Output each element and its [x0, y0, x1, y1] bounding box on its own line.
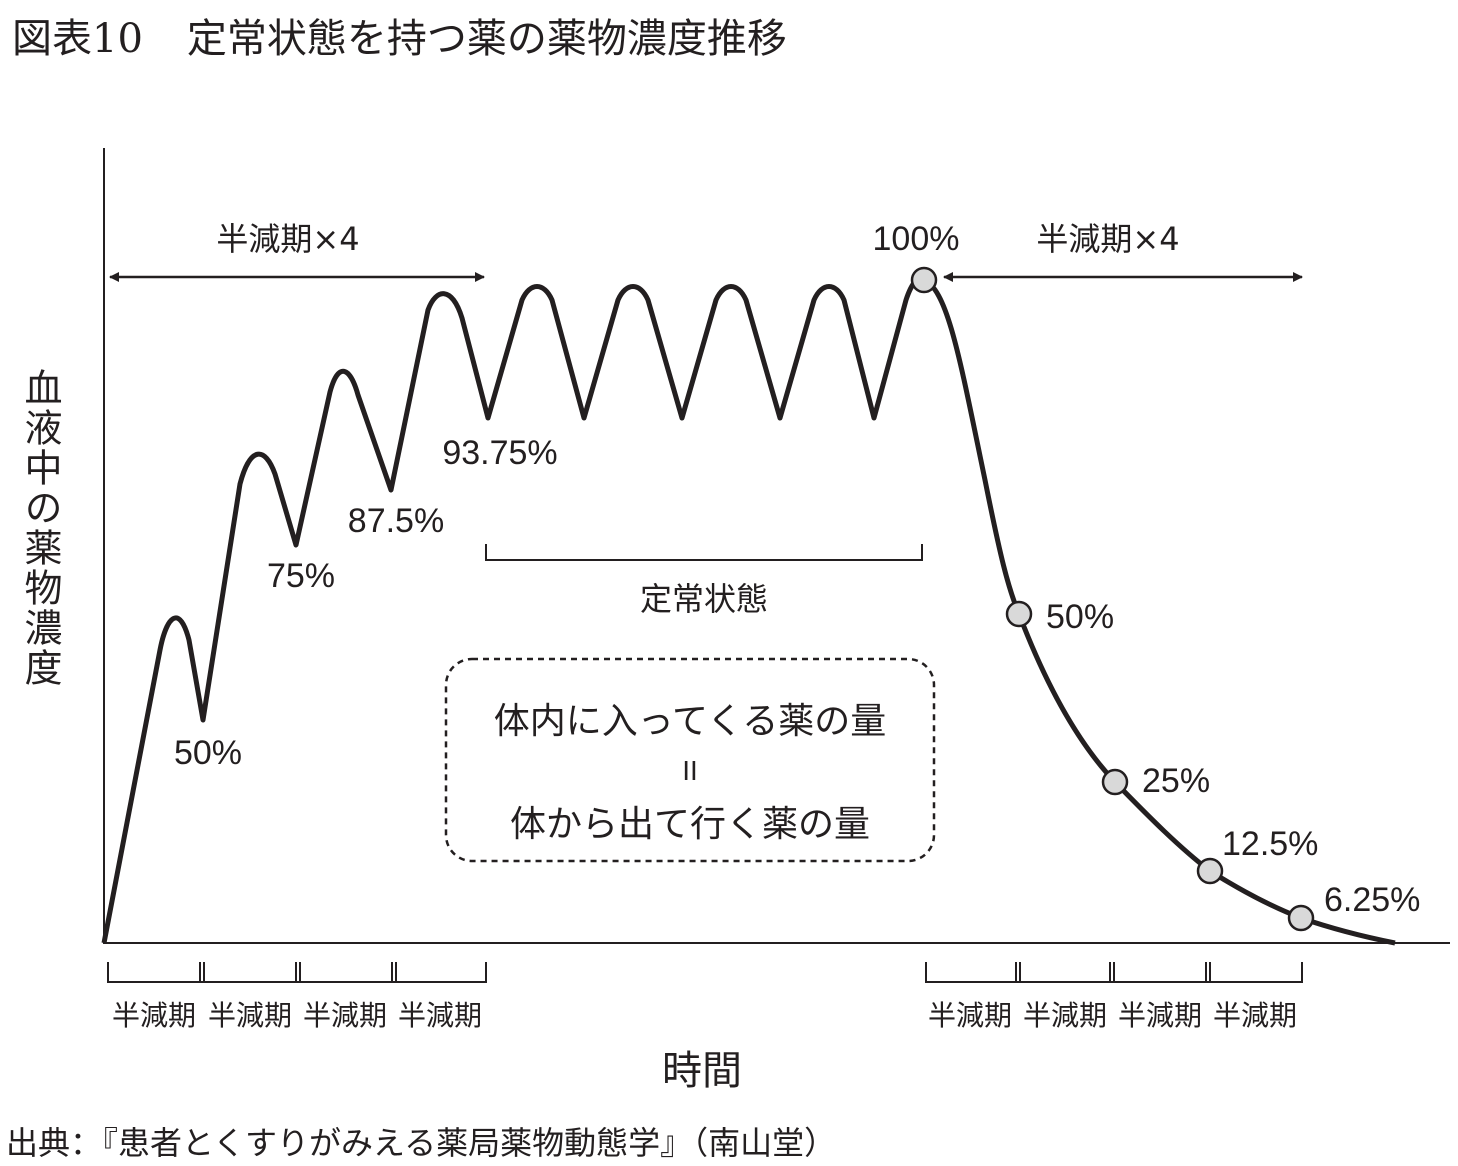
half-life-left-4: 半減期 — [398, 999, 482, 1032]
steady-state-bracket — [485, 544, 923, 561]
decay-label-12-5: 12.5% — [1222, 825, 1318, 863]
trough-label-1: 50% — [174, 734, 242, 772]
figure-number: 図表10 — [12, 16, 143, 62]
decay-marker-12-5 — [1196, 857, 1224, 885]
decay-marker-6-25 — [1287, 904, 1315, 932]
source-citation: 出典：『患者とくすりがみえる薬局薬物動態学』（南山堂） — [6, 1124, 837, 1162]
concentration-curve — [101, 276, 1396, 946]
half-life-left-2: 半減期 — [208, 999, 292, 1032]
half-life-left-3: 半減期 — [303, 999, 387, 1032]
balance-box-equals: II — [682, 755, 698, 786]
trough-label-2: 75% — [267, 557, 335, 595]
accumulation-arrow-label: 半減期×4 — [216, 220, 359, 258]
peak-marker — [910, 266, 938, 294]
y-axis-label: 血液中の薬物濃度 — [18, 368, 62, 688]
balance-box — [444, 657, 936, 863]
half-life-left-1: 半減期 — [112, 999, 196, 1032]
balance-box-line2: 体から出て行く薬の量 — [510, 804, 870, 845]
decay-label-6-25: 6.25% — [1324, 881, 1420, 919]
peak-label: 100% — [873, 220, 960, 258]
figure-title: 図表10 定常状態を持つ薬の薬物濃度推移 — [12, 6, 787, 64]
decay-marker-25 — [1101, 768, 1129, 796]
half-life-right-1: 半減期 — [928, 999, 1012, 1032]
half-life-right-4: 半減期 — [1213, 999, 1297, 1032]
decay-label-25: 25% — [1142, 762, 1210, 800]
trough-label-3: 87.5% — [348, 502, 444, 540]
decay-label-50: 50% — [1046, 598, 1114, 636]
figure-title-text: 定常状態を持つ薬の薬物濃度推移 — [186, 16, 787, 62]
balance-box-line1: 体内に入ってくる薬の量 — [494, 701, 886, 742]
half-life-ticks-left — [107, 962, 487, 983]
half-life-right-2: 半減期 — [1023, 999, 1107, 1032]
half-life-ticks-right — [925, 962, 1303, 983]
half-life-right-3: 半減期 — [1118, 999, 1202, 1032]
x-axis-label: 時間 — [662, 1048, 742, 1094]
elimination-arrow-label: 半減期×4 — [1036, 220, 1179, 258]
steady-state-label: 定常状態 — [640, 580, 768, 618]
trough-label-4: 93.75% — [442, 434, 557, 472]
decay-marker-50 — [1005, 600, 1033, 628]
